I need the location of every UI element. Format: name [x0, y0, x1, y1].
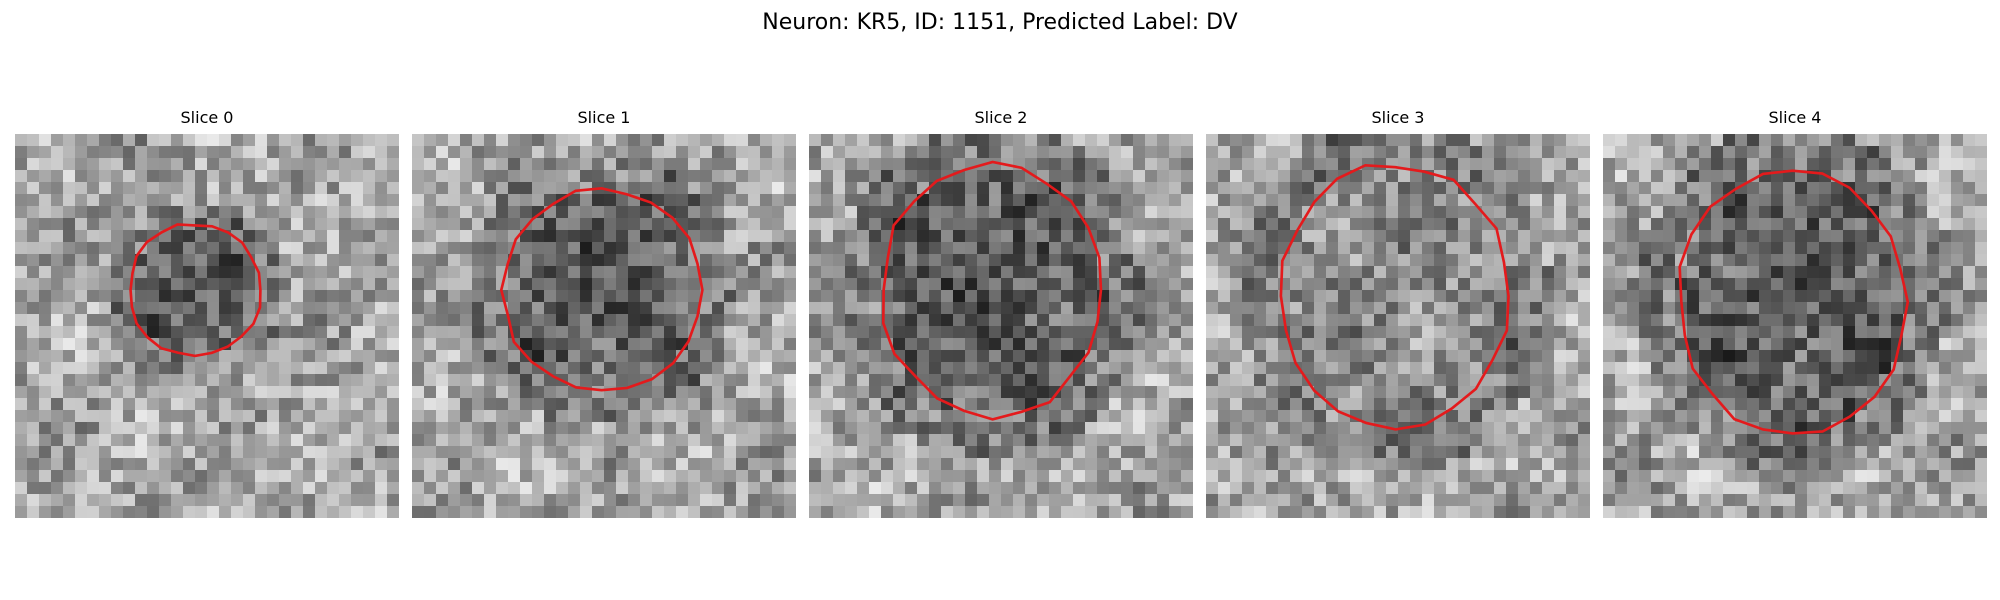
neuron-contour — [1678, 169, 1910, 435]
slice-title: Slice 2 — [974, 108, 1028, 127]
slice-title: Slice 4 — [1768, 108, 1822, 127]
figure-title: Neuron: KR5, ID: 1151, Predicted Label: … — [762, 10, 1238, 35]
slice-image — [1603, 134, 1987, 518]
slice-image — [412, 134, 796, 518]
neuron-contour — [881, 160, 1103, 421]
neuron-contour — [1279, 163, 1510, 431]
slice-title: Slice 1 — [577, 108, 631, 127]
slice-title: Slice 3 — [1371, 108, 1425, 127]
neuron-contour — [499, 187, 704, 392]
slice-image — [15, 134, 399, 518]
neuron-contour — [129, 223, 262, 358]
slice-image — [1206, 134, 1590, 518]
slice-title: Slice 0 — [180, 108, 234, 127]
slice-image — [809, 134, 1193, 518]
